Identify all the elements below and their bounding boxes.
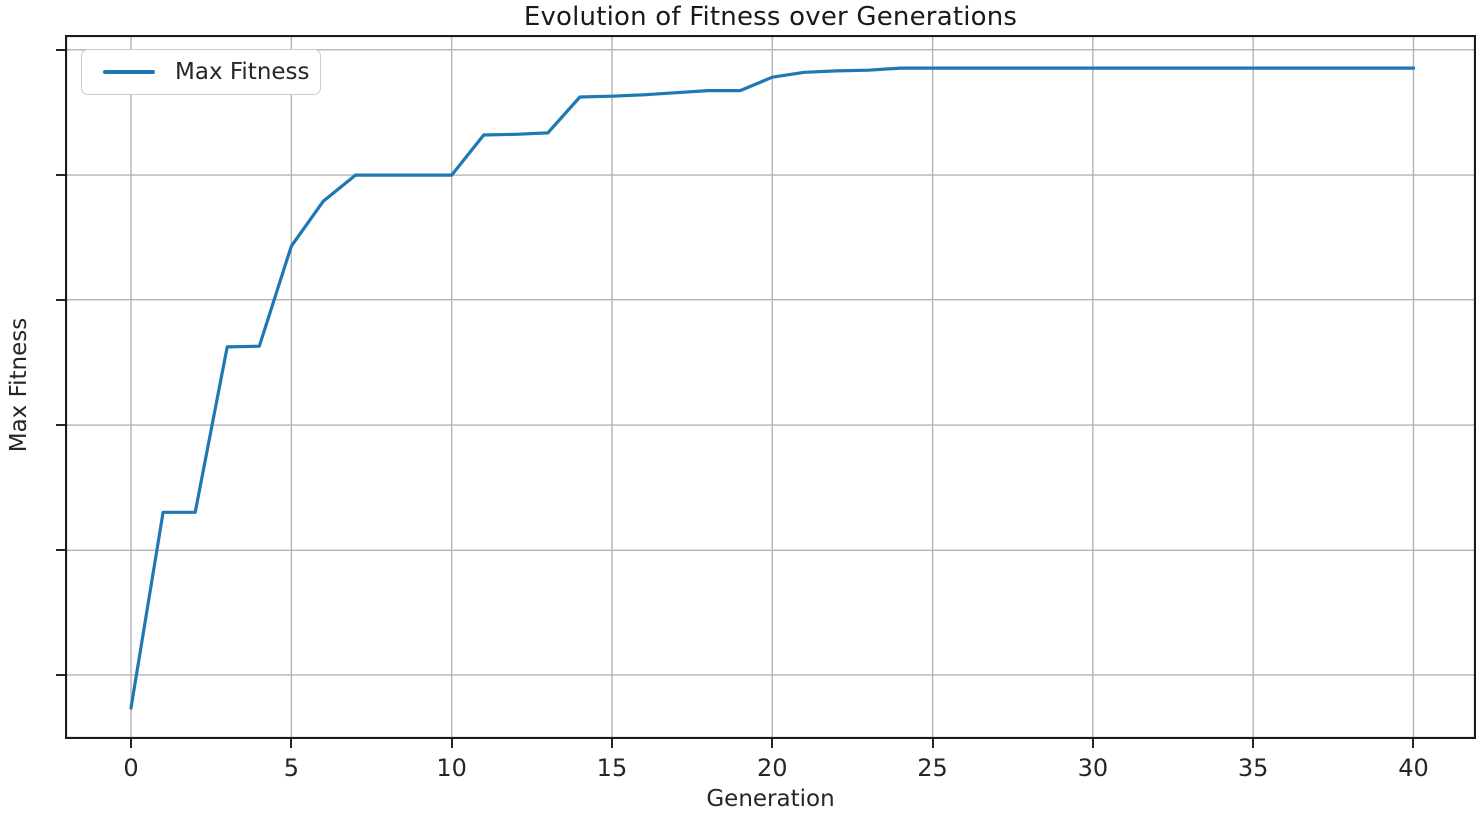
x-tick-label: 25 — [917, 754, 948, 782]
x-tick — [610, 739, 613, 748]
plot-area — [65, 35, 1476, 739]
x-tick-label: 10 — [436, 754, 467, 782]
y-axis-label: Max Fitness — [6, 317, 32, 453]
x-tick — [1412, 739, 1415, 748]
max-fitness-line — [129, 66, 1416, 710]
x-tick-label: 5 — [283, 754, 299, 782]
x-tick-label: 35 — [1237, 754, 1269, 782]
x-tick — [130, 739, 133, 748]
x-axis-label: Generation — [706, 786, 835, 812]
x-tick-label: 40 — [1398, 754, 1429, 782]
y-tick — [56, 673, 65, 676]
chart-title: Evolution of Fitness over Generations — [523, 2, 1018, 32]
x-tick — [1252, 739, 1255, 748]
x-tick — [290, 739, 293, 748]
legend-line-sample — [103, 70, 155, 74]
y-tick — [56, 549, 65, 552]
x-tick-label: 0 — [123, 754, 139, 782]
x-tick-label: 15 — [596, 754, 628, 782]
legend-label: Max Fitness — [175, 59, 310, 85]
legend: Max Fitness — [81, 49, 321, 95]
x-tick-label: 20 — [756, 754, 788, 782]
x-tick — [1091, 739, 1094, 748]
x-tick — [450, 739, 453, 748]
y-tick — [56, 298, 65, 301]
x-tick — [771, 739, 774, 748]
y-tick — [56, 424, 65, 427]
y-tick — [56, 174, 65, 177]
x-tick-label: 30 — [1077, 754, 1109, 782]
x-tick — [931, 739, 934, 748]
plot-border — [65, 35, 1476, 739]
y-tick — [56, 48, 65, 51]
